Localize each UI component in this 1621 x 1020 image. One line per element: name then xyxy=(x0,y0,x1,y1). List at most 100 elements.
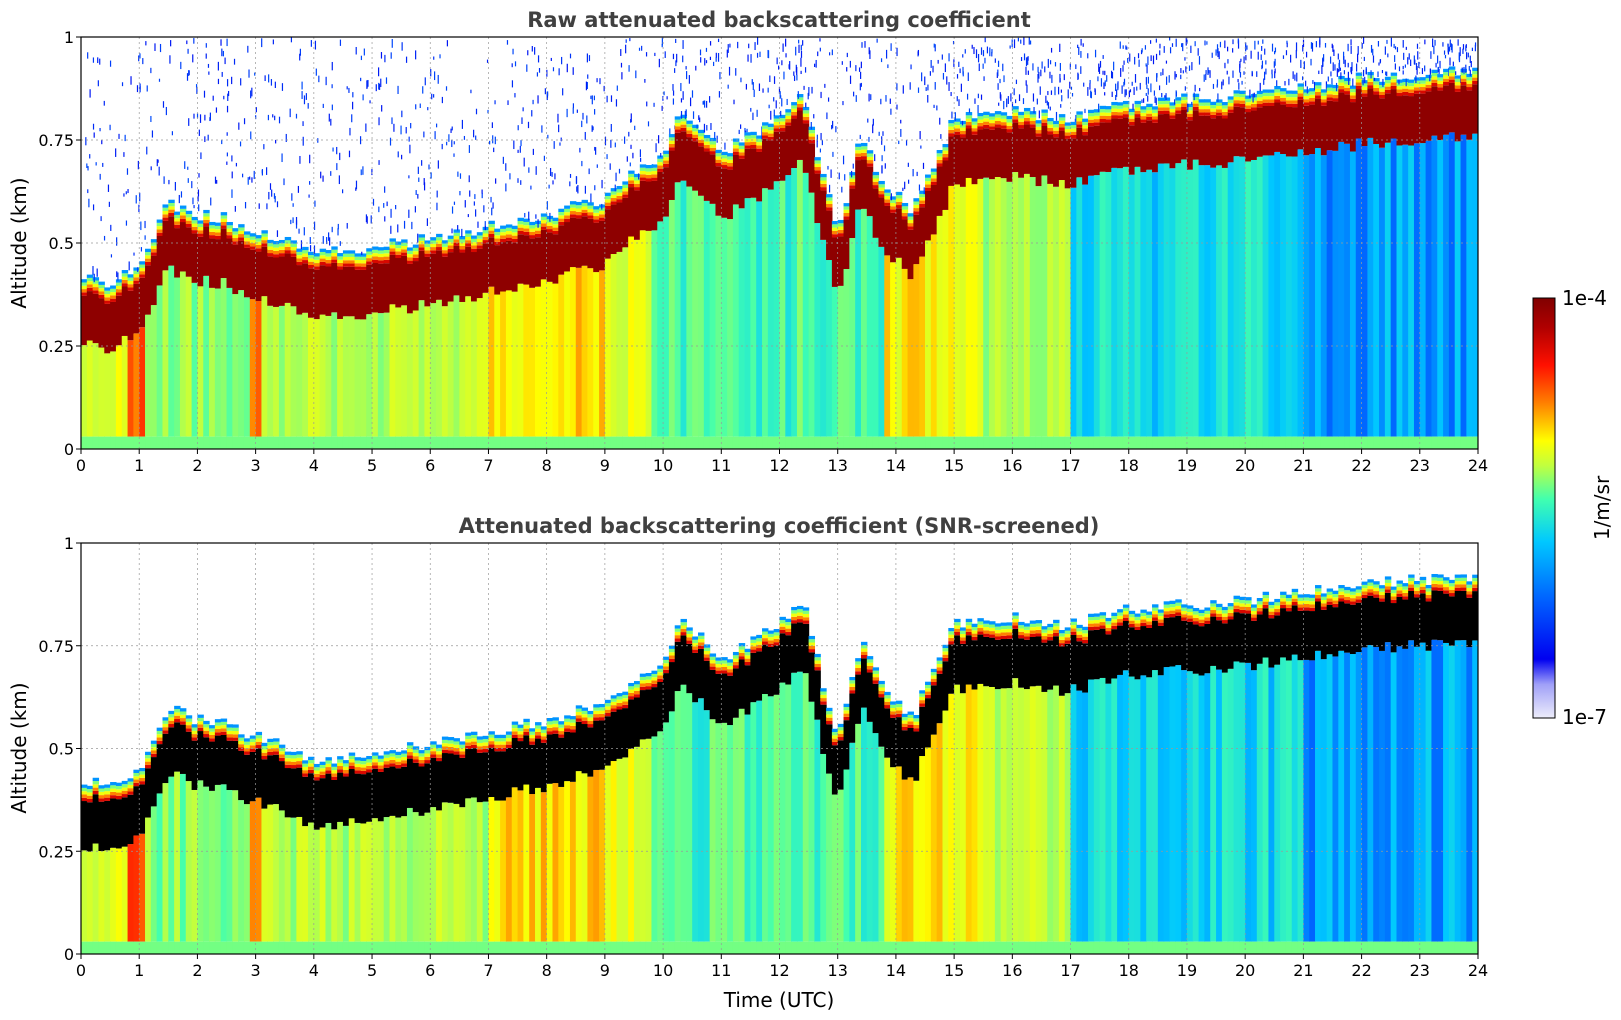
heatmap-column xyxy=(1175,43,1183,449)
heatmap-column xyxy=(261,742,268,954)
heatmap-column xyxy=(1268,601,1275,954)
heatmap-column xyxy=(81,137,89,449)
heatmap-column xyxy=(616,49,623,449)
heatmap-column xyxy=(1437,574,1444,954)
heatmap-column xyxy=(337,756,344,954)
heatmap-column xyxy=(1099,612,1107,954)
heatmap-column xyxy=(1379,46,1387,449)
heatmap-column xyxy=(919,72,926,449)
heatmap-column xyxy=(150,740,158,954)
colorbar-gradient xyxy=(1532,297,1556,719)
heatmap-column xyxy=(622,39,630,449)
heatmap-column xyxy=(1274,598,1281,954)
heatmap-column xyxy=(366,79,373,449)
heatmap-column xyxy=(866,47,874,449)
heatmap-column xyxy=(535,55,543,449)
heatmap-column xyxy=(628,682,635,954)
heatmap-column xyxy=(814,653,821,954)
heatmap-column xyxy=(1303,594,1310,954)
heatmap-column xyxy=(401,56,408,449)
heatmap-column xyxy=(919,690,926,954)
x-tick-label: 8 xyxy=(542,961,552,980)
heatmap-column xyxy=(214,39,223,449)
heatmap-column xyxy=(1309,42,1316,449)
heatmap-column xyxy=(1064,63,1073,449)
heatmap-column xyxy=(633,47,641,449)
heatmap-column xyxy=(1285,42,1293,449)
heatmap-column xyxy=(418,750,426,954)
heatmap-column xyxy=(104,60,112,449)
heatmap-column xyxy=(1320,42,1328,449)
heatmap-column xyxy=(121,134,129,449)
heatmap-column xyxy=(610,85,618,449)
heatmap-column xyxy=(406,742,414,954)
heatmap-column xyxy=(1466,47,1474,449)
heatmap-column xyxy=(296,751,303,954)
heatmap-column xyxy=(954,61,961,449)
heatmap-column xyxy=(1280,591,1287,954)
x-tick-label: 13 xyxy=(828,961,848,980)
heatmap-column xyxy=(715,657,722,954)
heatmap-column xyxy=(581,53,589,449)
heatmap-column xyxy=(284,37,293,449)
heatmap-column xyxy=(308,40,316,449)
heatmap-column xyxy=(453,171,461,449)
heatmap-column xyxy=(791,46,798,449)
heatmap-column xyxy=(209,725,216,954)
heatmap-column xyxy=(133,769,140,954)
heatmap-column xyxy=(1082,626,1089,954)
heatmap-column xyxy=(1250,40,1258,449)
heatmap-column xyxy=(319,76,328,449)
heatmap-column xyxy=(424,746,431,954)
heatmap-column xyxy=(209,95,216,449)
heatmap-column xyxy=(1186,605,1194,954)
heatmap-column xyxy=(523,50,530,449)
heatmap-column xyxy=(1210,49,1218,449)
x-tick-label: 22 xyxy=(1351,456,1371,475)
heatmap-column xyxy=(1023,37,1031,449)
heatmap-column xyxy=(1373,581,1380,954)
heatmap-column xyxy=(1408,53,1415,449)
heatmap-column xyxy=(1297,594,1304,954)
heatmap-column xyxy=(989,621,996,954)
heatmap-column xyxy=(802,67,810,449)
heatmap-column xyxy=(663,51,671,449)
heatmap-column xyxy=(1128,53,1137,449)
x-tick-label: 23 xyxy=(1410,456,1430,475)
heatmap-column xyxy=(1186,45,1194,449)
heatmap-column xyxy=(1315,585,1322,954)
heatmap-column xyxy=(959,627,967,954)
heatmap-column xyxy=(185,715,193,954)
x-tick-label: 18 xyxy=(1119,961,1139,980)
heatmap-column xyxy=(1448,39,1456,449)
heatmap-column xyxy=(1437,42,1444,449)
heatmap-column xyxy=(540,726,548,954)
x-tick-label: 24 xyxy=(1468,456,1488,475)
heatmap-column xyxy=(1326,43,1334,449)
heatmap-column xyxy=(1454,39,1462,449)
heatmap-column xyxy=(1117,41,1125,449)
heatmap-column xyxy=(826,707,833,954)
x-tick-label: 19 xyxy=(1177,456,1197,475)
heatmap-column xyxy=(1070,64,1077,449)
heatmap-column xyxy=(692,636,699,954)
heatmap-column xyxy=(436,744,443,954)
heatmap-column xyxy=(1460,574,1467,954)
heatmap-column xyxy=(459,741,466,954)
heatmap-column xyxy=(1227,603,1235,954)
heatmap-column xyxy=(366,755,373,954)
heatmap-column xyxy=(721,44,729,449)
x-tick-label: 21 xyxy=(1293,961,1313,980)
heatmap-column xyxy=(587,55,594,449)
heatmap-column xyxy=(179,708,187,954)
heatmap-column xyxy=(226,724,233,954)
x-tick-label: 2 xyxy=(192,456,202,475)
colorbar-unit-label: 1/m/sr xyxy=(1590,475,1614,540)
heatmap-column xyxy=(948,41,955,449)
heatmap-column xyxy=(651,52,658,449)
heatmap-column xyxy=(360,757,367,954)
heatmap-column xyxy=(296,48,303,449)
heatmap-column xyxy=(791,606,798,954)
heatmap-column xyxy=(779,38,787,449)
